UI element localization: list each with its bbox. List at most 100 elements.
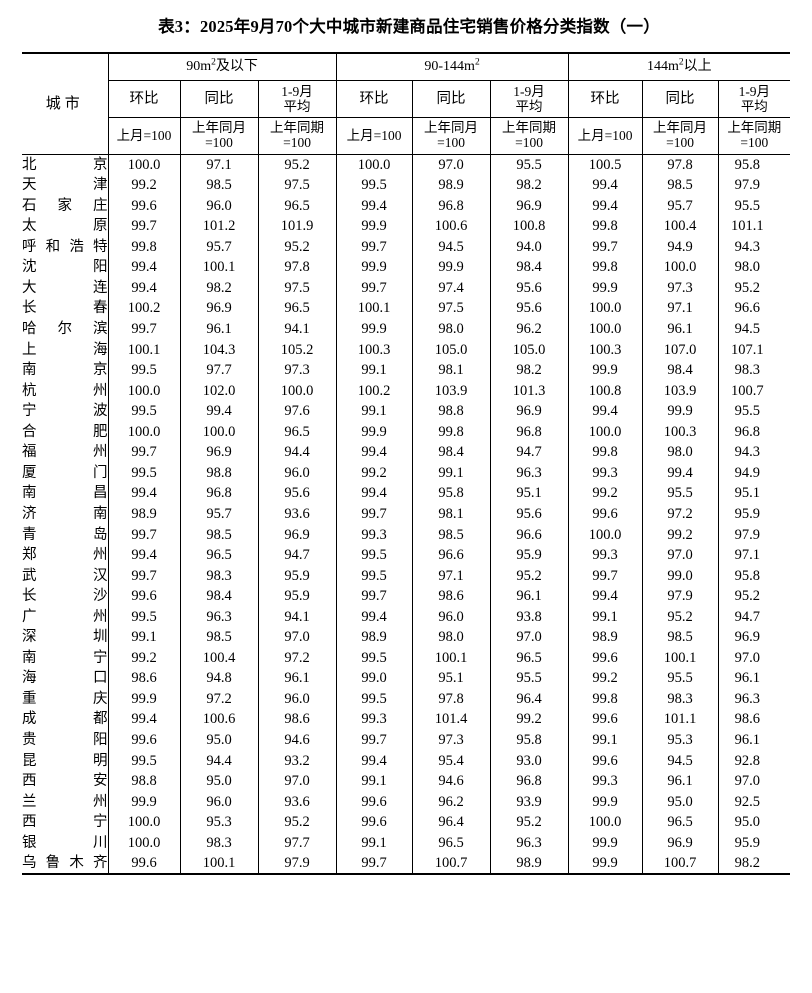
city-name-cell: 天津	[22, 175, 109, 196]
index-value-cell: 97.1	[180, 154, 259, 176]
table-head: 城市 90m2及以下 90-144m2 144m2以上 环比 同比	[22, 52, 791, 155]
index-value-cell: 98.5	[642, 175, 719, 196]
index-value-cell: 100.1	[108, 339, 181, 360]
index-value-cell: 99.4	[568, 195, 643, 217]
index-value-cell: 99.2	[108, 647, 181, 669]
index-value-cell: 93.6	[258, 503, 337, 525]
city-name-cell: 上海	[22, 339, 109, 360]
index-value-cell: 100.7	[731, 382, 764, 399]
index-value-cell: 95.6	[490, 277, 569, 299]
index-value-cell: 97.9	[642, 585, 719, 607]
index-value-cell: 96.1	[180, 318, 259, 340]
city-name: 南昌	[22, 485, 108, 502]
header-basis-yoy-g1: 上年同月 =100	[180, 117, 259, 155]
header-city: 城市	[22, 52, 109, 155]
index-value-cell: 97.0	[258, 770, 337, 792]
index-value-cell: 100.0	[108, 154, 181, 176]
index-value-cell: 100.0	[568, 421, 643, 443]
index-value-cell: 96.5	[642, 812, 719, 833]
index-value-cell: 96.3	[180, 606, 259, 628]
city-name: 重庆	[22, 690, 108, 707]
index-value-cell: 94.9	[734, 464, 760, 481]
header-measure-avg-g3: 1-9月 平均	[718, 80, 791, 118]
table-row: 西安 98.8 95.0 97.0 99.1 94.6 96.8 99.3 96.1 97.0	[22, 770, 790, 792]
group-label-tail: 以上	[683, 59, 712, 75]
index-value-cell: 96.3	[734, 690, 760, 707]
index-value-cell: 95.1	[734, 485, 760, 502]
index-value-cell: 95.2	[258, 154, 337, 176]
index-value-cell: 99.9	[336, 318, 413, 340]
index-value-cell: 96.9	[180, 298, 259, 319]
header-measure-avg-g2: 1-9月 平均	[490, 80, 569, 118]
index-value-cell: 95.4	[412, 750, 491, 771]
index-value-cell: 98.8	[412, 401, 491, 422]
index-value-cell: 101.9	[258, 216, 337, 237]
city-name: 贵阳	[22, 731, 108, 748]
header-measure-yoy-g2: 同比	[412, 80, 491, 118]
city-name: 西安	[22, 773, 108, 790]
basis-line2: =100	[205, 135, 233, 150]
header-basis-mom-g1: 上月=100	[108, 117, 181, 155]
header-row-groups: 城市 90m2及以下 90-144m2 144m2以上	[22, 52, 791, 155]
city-name: 宁波	[22, 403, 108, 420]
table-row: 哈尔滨 99.7 96.1 94.1 99.9 98.0 96.2 100.0 96.1 94.5	[22, 318, 790, 340]
index-value-cell: 95.3	[180, 812, 259, 833]
index-value-cell: 97.0	[734, 649, 760, 666]
index-value-cell: 99.4	[108, 277, 181, 299]
index-value-cell: 99.4	[108, 483, 181, 504]
index-value-cell: 98.6	[734, 711, 760, 728]
index-value-cell: 97.9	[734, 526, 760, 543]
city-name-cell: 长春	[22, 298, 109, 319]
table-row: 南宁 99.2 100.4 97.2 99.5 100.1 96.5 99.6 100.1 97.…	[22, 647, 790, 669]
table-row: 广州 99.5 96.3 94.1 99.4 96.0 93.8 99.1 95.2 94.7	[22, 606, 790, 628]
index-value-cell: 95.7	[642, 195, 719, 217]
index-value-cell: 97.5	[412, 298, 491, 319]
city-name-cell: 杭州	[22, 380, 109, 402]
index-value-cell: 97.6	[258, 401, 337, 422]
index-value-cell: 98.3	[180, 565, 259, 586]
city-name: 厦门	[22, 464, 108, 481]
index-value-cell: 96.1	[642, 318, 719, 340]
index-value-cell: 94.1	[258, 318, 337, 340]
index-value-cell: 100.0	[568, 812, 643, 833]
table-row: 合肥 100.0 100.0 96.5 99.9 99.8 96.8 100.0 100.3 96…	[22, 421, 790, 443]
index-value-cell: 97.5	[258, 277, 337, 299]
index-value-cell: 98.9	[108, 503, 181, 525]
index-value-cell: 101.4	[412, 709, 491, 730]
measure-line1: 1-9月	[513, 83, 545, 99]
index-value-cell: 99.4	[108, 257, 181, 278]
index-value-cell: 99.9	[336, 421, 413, 443]
index-value-cell: 99.9	[568, 832, 643, 854]
city-name: 乌鲁木齐	[22, 854, 108, 871]
index-value-cell: 97.8	[642, 154, 719, 176]
index-value-cell: 96.1	[734, 670, 760, 687]
index-value-cell: 100.0	[568, 298, 643, 319]
index-value-cell: 96.1	[642, 770, 719, 792]
index-value-cell: 99.1	[336, 832, 413, 854]
index-value-cell: 98.9	[490, 853, 569, 875]
index-value-cell: 99.8	[108, 236, 181, 258]
city-name: 济南	[22, 505, 108, 522]
table-row: 贵阳 99.6 95.0 94.6 99.7 97.3 95.8 99.1 95.3 96.1	[22, 729, 790, 751]
index-value-cell: 99.7	[336, 729, 413, 751]
index-value-cell: 101.1	[642, 709, 719, 730]
index-value-cell: 98.9	[568, 627, 643, 648]
index-value-cell: 96.0	[412, 606, 491, 628]
index-value-cell: 100.3	[336, 339, 413, 360]
index-value-cell: 96.6	[734, 300, 760, 317]
city-name-cell: 乌鲁木齐	[22, 853, 109, 875]
index-value-cell: 98.1	[412, 503, 491, 525]
index-value-cell: 98.0	[642, 442, 719, 463]
index-value-cell: 98.9	[336, 627, 413, 648]
index-value-cell: 96.1	[734, 731, 760, 748]
index-value-cell: 96.0	[258, 462, 337, 484]
index-value-cell: 95.6	[490, 503, 569, 525]
index-value-cell: 99.6	[108, 729, 181, 751]
header-basis-avg-g1: 上年同期 =100	[258, 117, 337, 155]
index-value-cell: 100.0	[108, 421, 181, 443]
index-value-cell: 97.2	[642, 503, 719, 525]
table-row: 太原 99.7 101.2 101.9 99.9 100.6 100.8 99.8 100.4 1…	[22, 216, 790, 237]
index-value-cell: 99.9	[336, 257, 413, 278]
index-value-cell: 99.0	[642, 565, 719, 586]
